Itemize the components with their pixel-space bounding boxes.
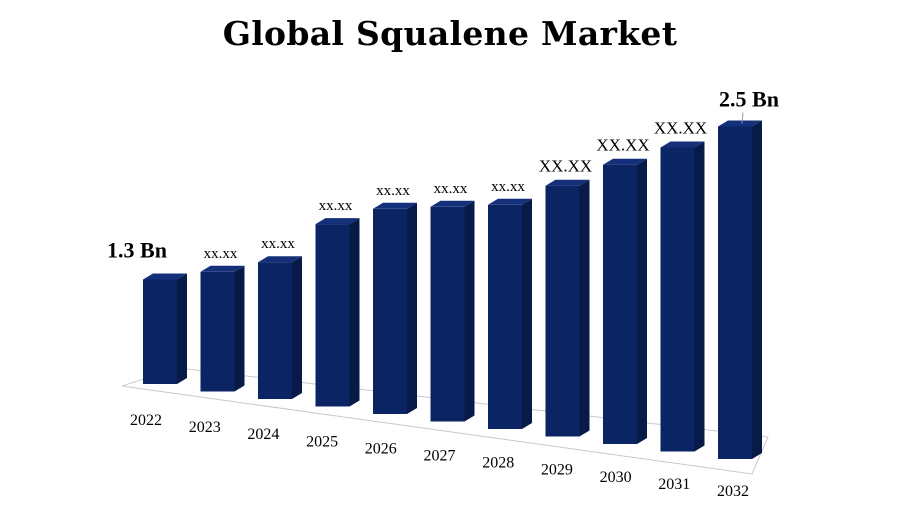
- data-label-2022: 1.3 Bn: [107, 238, 167, 263]
- bar-2022: [143, 273, 187, 384]
- bar-side: [522, 198, 532, 429]
- bar-front: [430, 206, 465, 422]
- data-label-2027: xx.xx: [434, 181, 468, 197]
- bar-side: [349, 218, 360, 407]
- x-tick-label-2032: 2032: [717, 483, 749, 500]
- data-label-2024: xx.xx: [261, 236, 295, 252]
- label-leader-line: [741, 112, 744, 124]
- bar-top: [373, 202, 417, 209]
- bar-side: [177, 273, 187, 384]
- bar-2028: [488, 198, 532, 429]
- data-label-2028: xx.xx: [491, 179, 525, 195]
- bar-top: [143, 273, 187, 280]
- data-label-2031: XX.XX: [654, 119, 707, 138]
- x-tick-label-2024: 2024: [247, 426, 279, 443]
- bar-2023: [200, 265, 245, 392]
- x-tick-label-2023: 2023: [189, 419, 221, 436]
- bar-front: [660, 147, 695, 452]
- bar-top: [545, 179, 590, 186]
- chart-title: Global Squalene Market: [222, 14, 678, 53]
- bar-side: [464, 200, 475, 422]
- bar-front: [373, 208, 407, 414]
- bar-top: [200, 265, 245, 272]
- bar-front: [545, 185, 580, 437]
- bar-side: [694, 141, 705, 452]
- bar-front: [258, 262, 292, 399]
- bar-top: [660, 141, 705, 148]
- bar-top: [718, 120, 762, 127]
- data-label-2029: XX.XX: [539, 157, 592, 176]
- data-label-2030: XX.XX: [596, 136, 649, 155]
- bar-2031: [660, 141, 705, 452]
- bar-front: [488, 204, 522, 429]
- x-tick-label-2025: 2025: [306, 433, 338, 450]
- x-tick-label-2026: 2026: [365, 440, 397, 457]
- x-tick-label-2022: 2022: [130, 412, 162, 429]
- data-label-2026: xx.xx: [376, 183, 410, 199]
- bar-side: [752, 120, 762, 459]
- x-tick-label-2029: 2029: [541, 462, 573, 479]
- bar-2030: [603, 158, 647, 444]
- bar-front: [315, 224, 350, 407]
- bar-front: [603, 164, 637, 444]
- x-tick-label-2027: 2027: [424, 448, 456, 465]
- bar-side: [407, 202, 417, 414]
- bar-2024: [258, 256, 302, 399]
- bar-front: [143, 279, 177, 384]
- bar-top: [430, 200, 475, 207]
- bar-side: [292, 256, 302, 399]
- data-labels: 1.3 Bn xx.xx xx.xx xx.xx xx.xx xx.xx xx.xx XX.X…: [107, 87, 779, 263]
- bar-2025: [315, 218, 360, 407]
- bar-side: [579, 179, 590, 437]
- x-tick-label-2028: 2028: [482, 455, 514, 472]
- bar-front: [200, 271, 235, 392]
- bar-2032: [718, 120, 762, 459]
- bars: [143, 120, 762, 459]
- bar-top: [603, 158, 647, 165]
- bar-2026: [373, 202, 417, 414]
- x-tick-label-2030: 2030: [600, 469, 632, 486]
- data-label-2023: xx.xx: [204, 246, 238, 262]
- bar-top: [258, 256, 302, 263]
- x-axis-labels: 2022 2023 2024 2025 2026 2027 2028 2029 2030 2031…: [130, 412, 749, 500]
- bar-side: [637, 158, 647, 444]
- data-label-2032: 2.5 Bn: [719, 87, 779, 112]
- bar-top: [488, 198, 532, 205]
- bar-top: [315, 218, 360, 225]
- x-tick-label-2031: 2031: [658, 476, 690, 493]
- bar-front: [718, 126, 752, 459]
- bar-2027: [430, 200, 475, 422]
- bar-side: [234, 265, 245, 392]
- data-label-2025: xx.xx: [319, 198, 353, 214]
- bar-2029: [545, 179, 590, 437]
